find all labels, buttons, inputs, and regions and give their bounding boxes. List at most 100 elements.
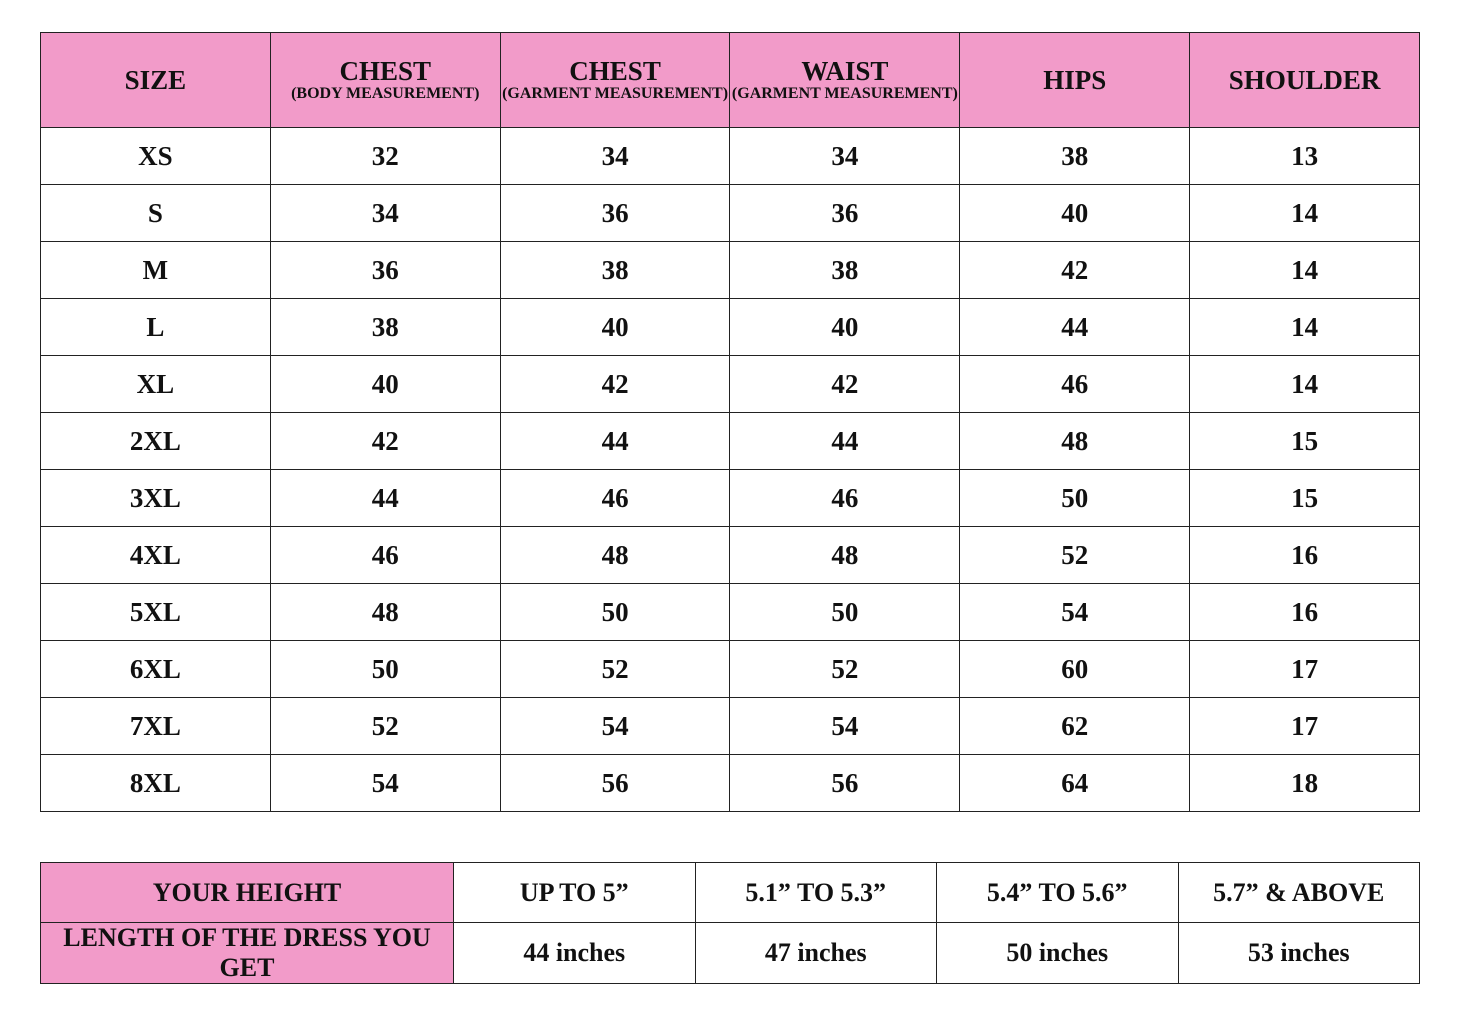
measurement-cell: 44 bbox=[729, 412, 961, 470]
size-cell: 5XL bbox=[40, 583, 271, 641]
table-row: 7XL 52 54 54 62 17 bbox=[40, 697, 1420, 755]
size-cell: 2XL bbox=[40, 412, 271, 470]
measurement-cell: 42 bbox=[729, 355, 961, 413]
size-cell: 3XL bbox=[40, 469, 271, 527]
measurement-cell: 14 bbox=[1189, 298, 1420, 356]
measurement-cell: 42 bbox=[499, 355, 731, 413]
measurement-cell: 34 bbox=[729, 127, 961, 185]
column-header: HIPS bbox=[959, 32, 1191, 128]
table-row: XL 40 42 42 46 14 bbox=[40, 355, 1420, 413]
table-row: 3XL 44 46 46 50 15 bbox=[40, 469, 1420, 527]
measurement-cell: 44 bbox=[959, 298, 1191, 356]
size-cell: 7XL bbox=[40, 697, 271, 755]
table-row: 5XL 48 50 50 54 16 bbox=[40, 583, 1420, 641]
measurement-cell: 36 bbox=[729, 184, 961, 242]
table-row: S 34 36 36 40 14 bbox=[40, 184, 1420, 242]
height-label: YOUR HEIGHT bbox=[40, 862, 454, 923]
measurement-cell: 54 bbox=[499, 697, 731, 755]
measurement-cell: 52 bbox=[499, 640, 731, 698]
measurement-cell: 52 bbox=[959, 526, 1191, 584]
table-row: M 36 38 38 42 14 bbox=[40, 241, 1420, 299]
measurement-cell: 16 bbox=[1189, 526, 1420, 584]
measurement-cell: 50 bbox=[269, 640, 501, 698]
measurement-cell: 16 bbox=[1189, 583, 1420, 641]
measurement-cell: 48 bbox=[499, 526, 731, 584]
size-cell: XS bbox=[40, 127, 271, 185]
column-title: SIZE bbox=[124, 65, 187, 95]
measurement-cell: 42 bbox=[269, 412, 501, 470]
measurement-cell: 48 bbox=[959, 412, 1191, 470]
measurement-cell: 38 bbox=[959, 127, 1191, 185]
table-row: 6XL 50 52 52 60 17 bbox=[40, 640, 1420, 698]
table-row: 4XL 46 48 48 52 16 bbox=[40, 526, 1420, 584]
measurement-cell: 14 bbox=[1189, 184, 1420, 242]
measurement-cell: 46 bbox=[729, 469, 961, 527]
column-subtitle: (BODY MEASUREMENT) bbox=[291, 84, 480, 102]
size-cell: M bbox=[40, 241, 271, 299]
length-cell: 53 inches bbox=[1177, 922, 1420, 984]
measurement-cell: 15 bbox=[1189, 469, 1420, 527]
column-subtitle: (GARMENT MEASUREMENT) bbox=[502, 84, 729, 102]
size-cell: 6XL bbox=[40, 640, 271, 698]
size-chart-table: SIZE CHEST (BODY MEASUREMENT) CHEST (GARMENT… bbox=[40, 32, 1420, 812]
length-row: LENGTH OF THE DRESS YOU GET 44 inches 47 … bbox=[40, 922, 1420, 984]
measurement-cell: 54 bbox=[729, 697, 961, 755]
measurement-cell: 48 bbox=[729, 526, 961, 584]
length-cell: 47 inches bbox=[694, 922, 937, 984]
height-cell: 5.1” TO 5.3” bbox=[694, 862, 937, 923]
measurement-cell: 46 bbox=[269, 526, 501, 584]
height-cell: UP TO 5” bbox=[453, 862, 696, 923]
measurement-cell: 60 bbox=[959, 640, 1191, 698]
measurement-cell: 32 bbox=[269, 127, 501, 185]
measurement-cell: 18 bbox=[1189, 754, 1420, 812]
height-row: YOUR HEIGHT UP TO 5” 5.1” TO 5.3” 5.4” TO … bbox=[40, 862, 1420, 923]
column-header: SIZE bbox=[40, 32, 271, 128]
measurement-cell: 44 bbox=[499, 412, 731, 470]
column-header: SHOULDER bbox=[1189, 32, 1420, 128]
measurement-cell: 14 bbox=[1189, 355, 1420, 413]
measurement-cell: 40 bbox=[729, 298, 961, 356]
height-cell: 5.4” TO 5.6” bbox=[936, 862, 1179, 923]
measurement-cell: 56 bbox=[499, 754, 731, 812]
measurement-cell: 34 bbox=[269, 184, 501, 242]
column-subtitle: (GARMENT MEASUREMENT) bbox=[731, 84, 958, 102]
size-cell: XL bbox=[40, 355, 271, 413]
measurement-cell: 46 bbox=[499, 469, 731, 527]
dress-length-table: YOUR HEIGHT UP TO 5” 5.1” TO 5.3” 5.4” TO … bbox=[40, 862, 1420, 984]
height-cell: 5.7” & ABOVE bbox=[1177, 862, 1420, 923]
column-title: CHEST bbox=[339, 55, 432, 86]
column-title: SHOULDER bbox=[1228, 65, 1381, 95]
table-row: 8XL 54 56 56 64 18 bbox=[40, 754, 1420, 812]
measurement-cell: 17 bbox=[1189, 640, 1420, 698]
measurement-cell: 62 bbox=[959, 697, 1191, 755]
measurement-cell: 54 bbox=[959, 583, 1191, 641]
column-title: CHEST bbox=[569, 55, 661, 86]
measurement-cell: 54 bbox=[269, 754, 501, 812]
measurement-cell: 14 bbox=[1189, 241, 1420, 299]
measurement-cell: 40 bbox=[269, 355, 501, 413]
column-header: WAIST (GARMENT MEASUREMENT) bbox=[729, 32, 961, 128]
size-cell: 8XL bbox=[40, 754, 271, 812]
measurement-cell: 42 bbox=[959, 241, 1191, 299]
column-title: WAIST bbox=[801, 55, 889, 86]
measurement-cell: 36 bbox=[499, 184, 731, 242]
length-cell: 44 inches bbox=[453, 922, 696, 984]
measurement-cell: 34 bbox=[499, 127, 731, 185]
length-cell: 50 inches bbox=[936, 922, 1179, 984]
table-row: 2XL 42 44 44 48 15 bbox=[40, 412, 1420, 470]
measurement-cell: 38 bbox=[269, 298, 501, 356]
size-cell: L bbox=[40, 298, 271, 356]
measurement-cell: 52 bbox=[729, 640, 961, 698]
table-row: L 38 40 40 44 14 bbox=[40, 298, 1420, 356]
size-cell: 4XL bbox=[40, 526, 271, 584]
column-header: CHEST (BODY MEASUREMENT) bbox=[269, 32, 501, 128]
column-header: CHEST (GARMENT MEASUREMENT) bbox=[499, 32, 731, 128]
measurement-cell: 15 bbox=[1189, 412, 1420, 470]
measurement-cell: 48 bbox=[269, 583, 501, 641]
measurement-cell: 38 bbox=[499, 241, 731, 299]
measurement-cell: 40 bbox=[499, 298, 731, 356]
header-row: SIZE CHEST (BODY MEASUREMENT) CHEST (GARMENT… bbox=[40, 32, 1420, 128]
measurement-cell: 36 bbox=[269, 241, 501, 299]
measurement-cell: 50 bbox=[499, 583, 731, 641]
measurement-cell: 46 bbox=[959, 355, 1191, 413]
